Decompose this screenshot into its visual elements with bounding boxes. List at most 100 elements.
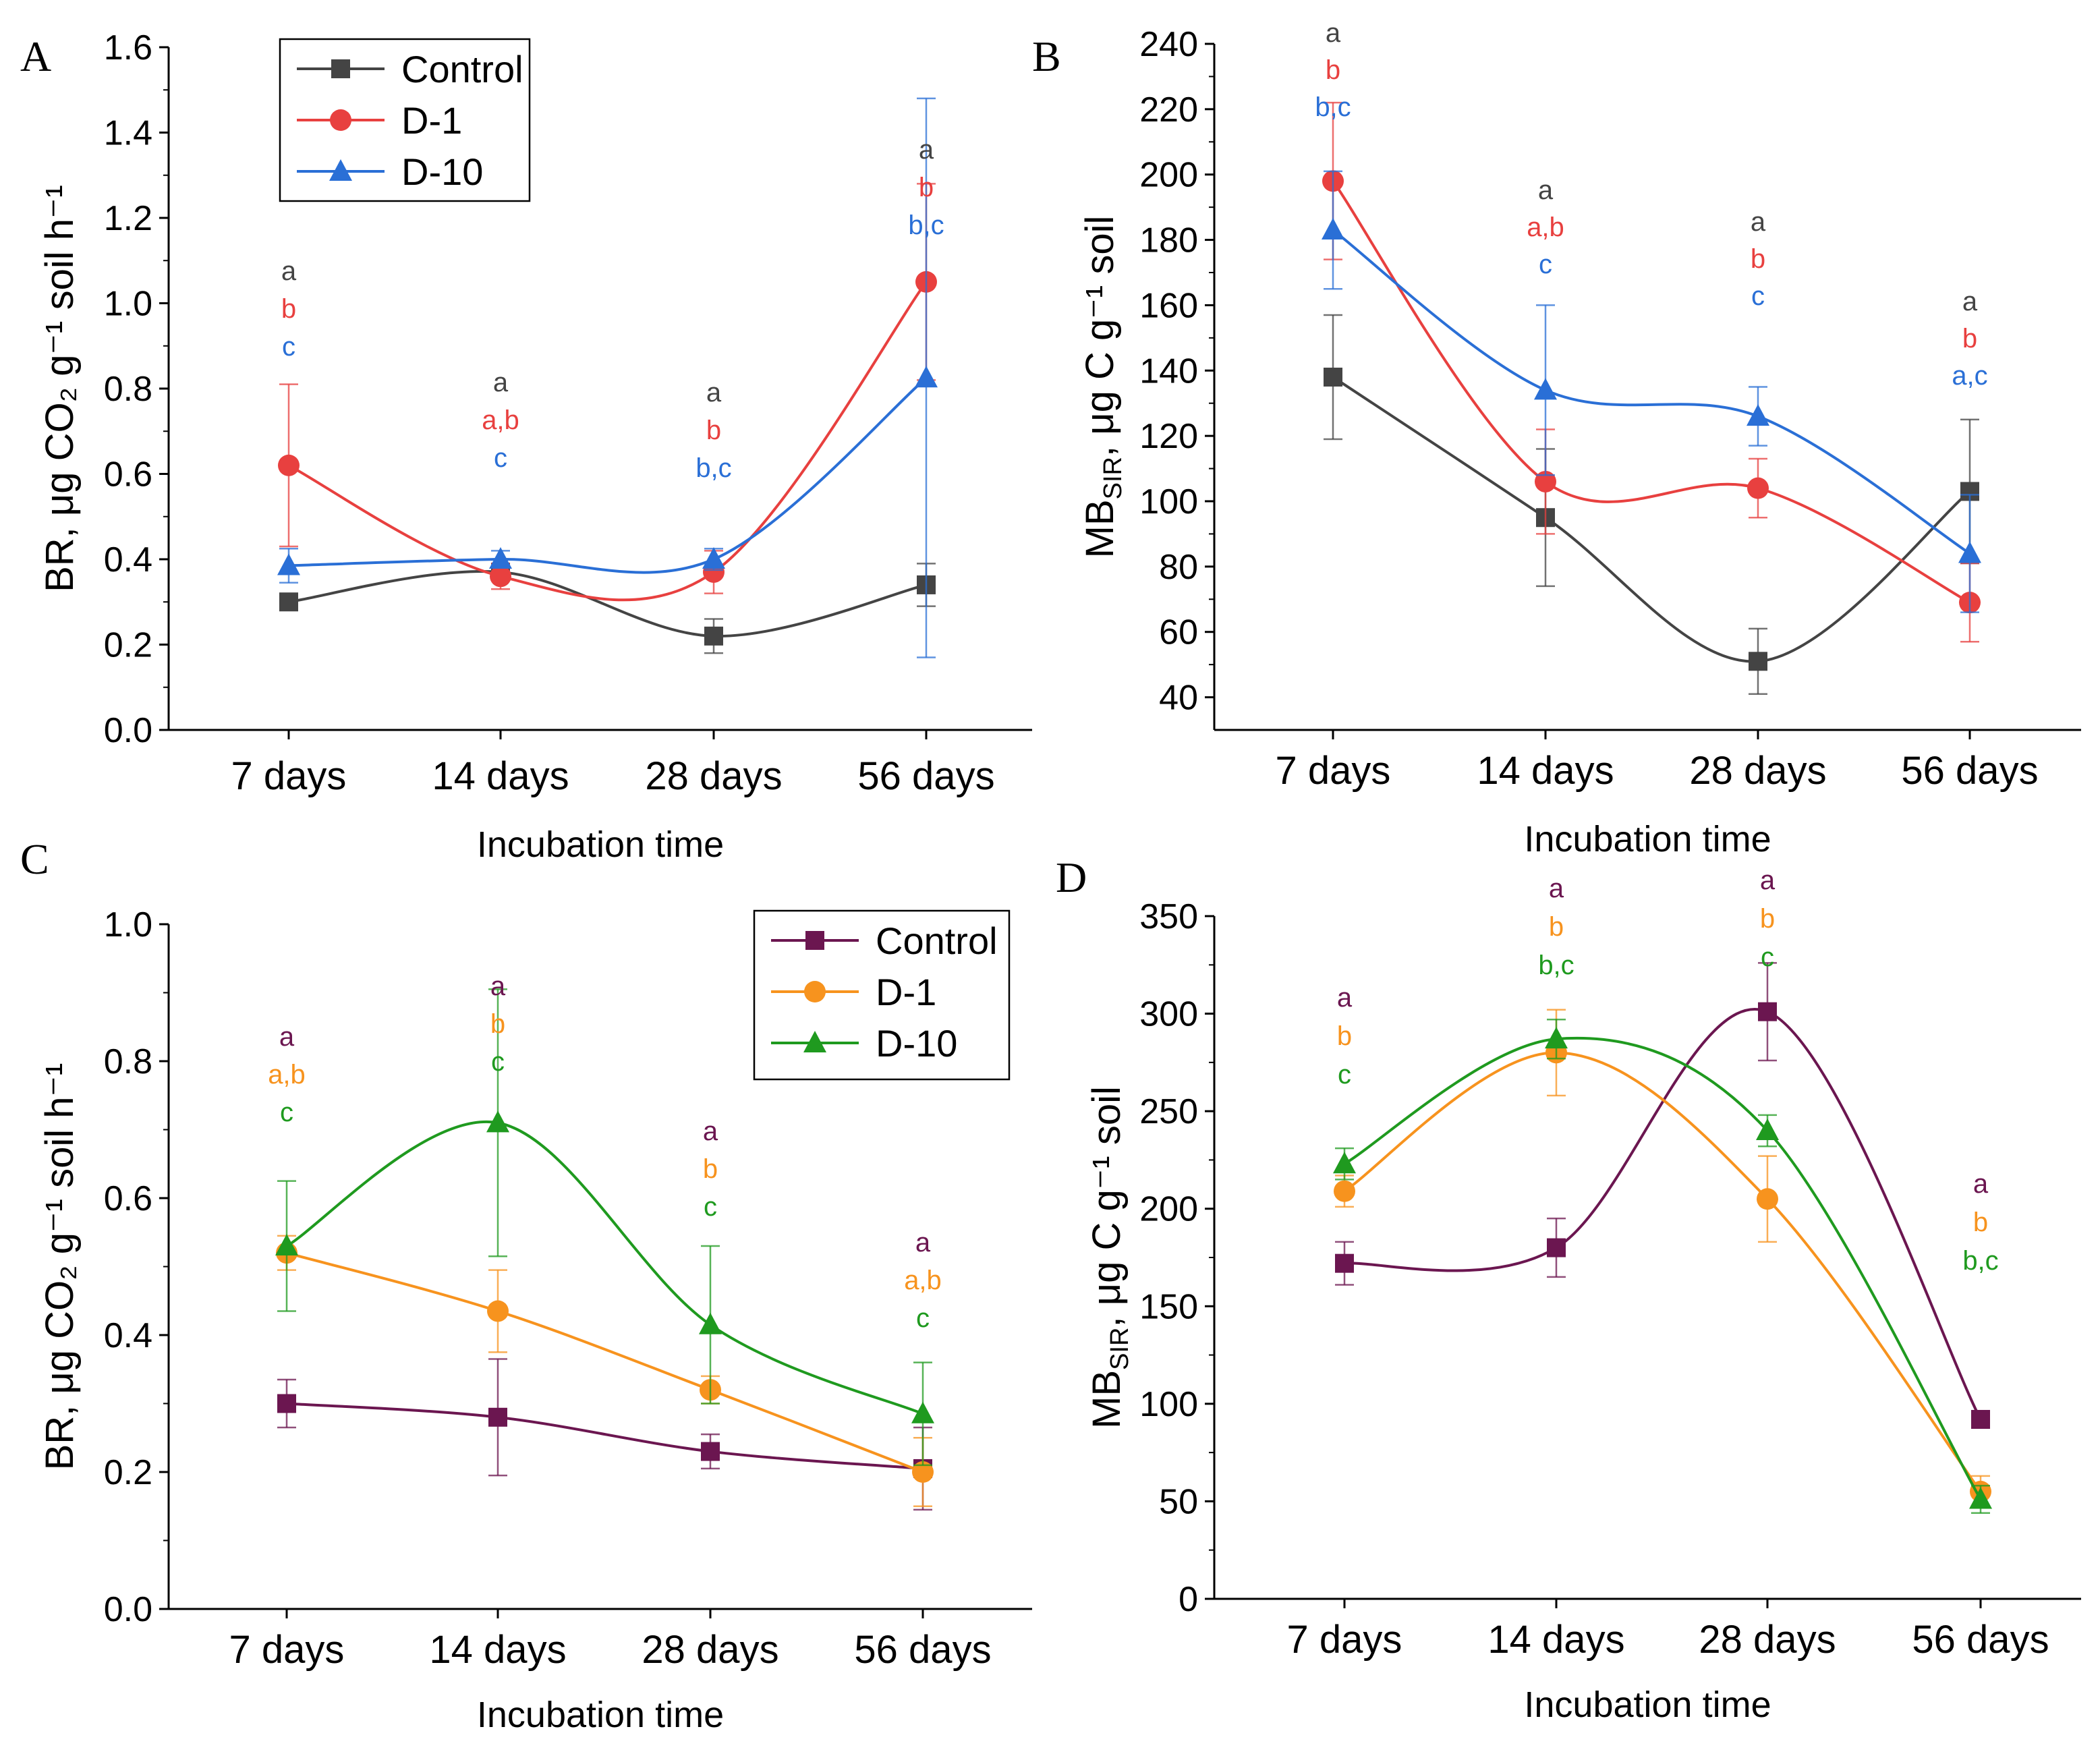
x-tick-label: 28 days [1699,1618,1836,1662]
legend-label: D-10 [401,150,483,193]
significance-letter: c [494,443,507,473]
y-axis-title-rest: , μg C g⁻¹ soil [1078,216,1122,457]
significance-letter: a [919,135,934,165]
data-point [490,565,511,588]
data-point [489,547,512,569]
panel-letter: C [20,835,49,883]
series-line [1344,1008,1982,1420]
y-tick-label: 0.4 [104,540,152,579]
data-point [278,454,300,476]
legend: Control D-1 D-10 [753,909,1011,1081]
data-point [1335,1253,1354,1273]
y-tick-label: 220 [1139,90,1198,130]
y-tick-label: 300 [1139,995,1198,1034]
legend-marker [331,59,350,78]
y-axis-title: BR, μg CO₂ g⁻¹ soil h⁻¹ [38,1063,82,1471]
significance-letter: a [279,1022,295,1052]
y-axis-title: BR, μg CO₂ g⁻¹ soil h⁻¹ [38,185,82,592]
significance-letter: b [703,1154,718,1184]
legend-marker [805,931,824,950]
x-tick-label: 28 days [1689,749,1826,793]
data-point [1749,652,1767,671]
legend: Control D-1 D-10 [279,38,531,202]
y-tick-label: 0.2 [104,1453,152,1492]
significance-letter: c [1539,250,1552,279]
significance-letter: b [1751,244,1765,274]
y-tick-label: 140 [1139,351,1198,391]
data-point [1535,470,1556,492]
data-point [702,547,725,569]
significance-letter: a [1538,175,1554,205]
y-tick-label: 0.4 [104,1316,152,1355]
series-line [286,1251,924,1473]
significance-letter: c [1751,281,1765,311]
significance-letter: a [490,971,506,1001]
series-d-10 [1333,1018,1992,1515]
y-tick-label: 0.8 [104,370,152,409]
significance-letter: b [1962,324,1977,353]
data-point [1545,1027,1568,1049]
y-tick-label: 100 [1139,1385,1198,1424]
panel-a: A 0.0 0.2 0.4 0.6 0.8 1.0 1.2 1.4 1.6 7 days 14 day… [20,28,1032,865]
legend-marker [329,159,352,181]
y-tick-label: 180 [1139,221,1198,260]
y-tick-label: 0 [1179,1580,1198,1619]
data-point [1322,218,1344,240]
x-tick-label: 7 days [229,1628,345,1672]
panel-b: B 40 60 80 100 120 140 160 180 200 220 240 7 days 14 … [1032,18,2081,859]
y-tick-label: 200 [1139,1190,1198,1229]
significance-letter: b [1549,912,1564,942]
significance-letter: a [1751,207,1766,237]
data-point [701,1442,720,1461]
series-line [285,1120,924,1415]
legend-marker [804,981,826,1002]
significance-letter: a [1973,1169,1989,1199]
x-tick-label: 14 days [1487,1618,1624,1662]
significance-letter: a,b [268,1060,306,1090]
y-tick-label: 250 [1139,1092,1198,1131]
data-point [1758,1002,1777,1021]
y-tick-label: 0.2 [104,626,152,665]
y-tick-label: 160 [1139,286,1198,325]
series-d-1 [276,1235,934,1507]
data-point [277,1394,296,1413]
series-line [1343,1036,1982,1500]
y-tick-label: 240 [1139,25,1198,64]
significance-letter: b [1337,1021,1352,1051]
y-tick-label: 0.0 [104,1590,152,1629]
significance-letter: c [916,1303,930,1333]
y-axis-title: MBSIR, μg C g⁻¹ soil [1078,216,1127,559]
y-tick-label: 100 [1139,482,1198,521]
data-point [1324,367,1342,387]
data-point [1333,1152,1356,1174]
panel-letter: D [1056,853,1087,901]
y-tick-label: 150 [1139,1287,1198,1326]
x-axis-title: Incubation time [477,1695,724,1735]
data-point [275,1234,298,1256]
y-tick-label: 80 [1159,548,1198,587]
legend-label: Control [401,48,523,90]
data-point [1971,1409,1990,1429]
y-tick-label: 200 [1139,156,1198,195]
series-control [277,1358,932,1511]
x-tick-label: 56 days [1912,1618,2049,1662]
data-point [488,1407,507,1427]
data-point [704,626,723,646]
panel-letter: B [1032,32,1061,80]
legend-label: D-1 [876,971,936,1013]
significance-letter: a,b [904,1266,942,1295]
legend-label: D-10 [876,1022,957,1065]
series-control [279,562,936,654]
y-tick-label: 0.6 [104,1179,152,1218]
data-point [277,553,300,575]
significance-letter: a [706,378,722,407]
significance-letter: b,c [908,210,944,240]
x-tick-label: 7 days [231,754,347,798]
significance-letter: a [915,1228,931,1257]
y-tick-label: 60 [1159,613,1198,652]
data-point [911,1401,934,1423]
significance-letter: a [1760,866,1776,895]
significance-letter: c [1761,942,1774,972]
x-tick-label: 28 days [645,754,782,798]
significance-letter: b [490,1009,505,1039]
